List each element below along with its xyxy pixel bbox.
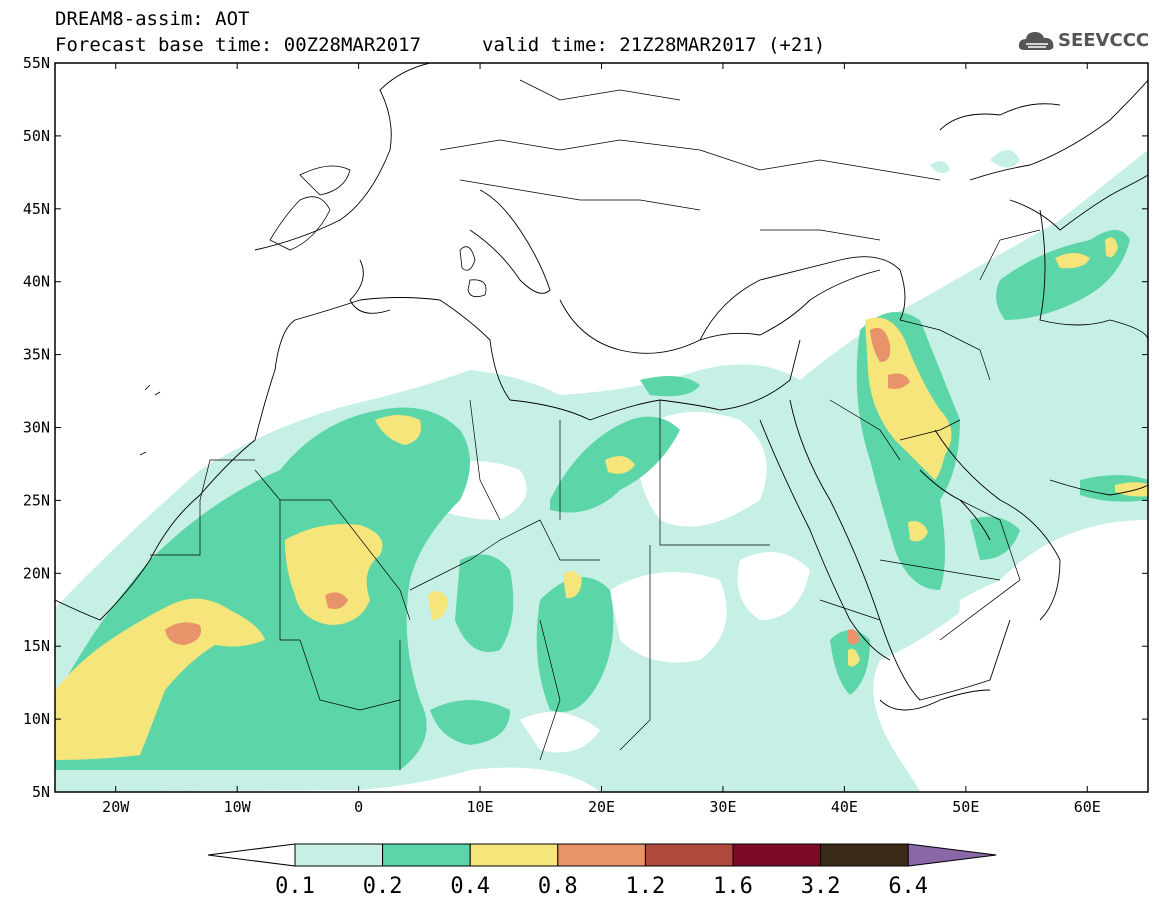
tick-marks: [55, 62, 1148, 793]
lon-tick-label: 0: [354, 798, 363, 816]
colorbar-bin: [820, 843, 909, 867]
lon-tick-label: 30E: [709, 798, 736, 816]
borders: [150, 79, 1041, 770]
colorbar-bin: [644, 843, 734, 867]
lat-tick-label: 40N: [23, 273, 50, 291]
lat-tick-label: 10N: [23, 710, 50, 728]
colorbar-level-label: 0.4: [450, 874, 490, 899]
lon-tick-label: 50E: [952, 798, 979, 816]
lat-tick-label: 30N: [23, 419, 50, 437]
colorbar: 0.1 0.2 0.4 0.8 1.2 1.6 3.2 6.4: [207, 843, 997, 899]
colorbar-bin: [294, 843, 384, 867]
lon-tick-label: 20E: [588, 798, 615, 816]
colorbar-bin: [732, 843, 822, 867]
coastlines: [55, 63, 1148, 711]
aot-level-0.8: [165, 327, 910, 645]
forecast-base-time: Forecast base time: 00Z28MAR2017: [55, 34, 422, 56]
lon-tick-label: 40E: [831, 798, 858, 816]
lat-tick-label: 55N: [23, 54, 50, 72]
lon-tick-label: 20W: [102, 798, 130, 816]
logo-text: SEEVCCC: [1058, 30, 1150, 51]
colorbar-level-label: 1.6: [713, 874, 753, 899]
colorbar-bin: [469, 843, 559, 867]
colorbar-bin: [557, 843, 646, 867]
colorbar-low-arrow: [207, 843, 296, 867]
lat-tick-label: 50N: [23, 127, 50, 145]
aot-field: [55, 63, 1148, 792]
lat-tick-label: 15N: [23, 637, 50, 655]
lat-tick-label: 5N: [32, 783, 50, 801]
lon-tick-label: 10W: [224, 798, 252, 816]
colorbar-level-label: 6.4: [888, 874, 928, 899]
cloud-icon: [1018, 32, 1054, 50]
seevccc-logo: SEEVCCC: [1018, 26, 1153, 56]
lat-axis: 55N 50N 45N 40N 35N 30N 25N 20N 15N 10N 5N: [23, 54, 50, 801]
island-coasts: [139, 165, 487, 456]
colorbar-level-label: 0.1: [275, 874, 315, 899]
lat-tick-label: 45N: [23, 200, 50, 218]
lat-tick-label: 25N: [23, 491, 50, 509]
colorbar-high-arrow: [907, 843, 997, 867]
colorbar-level-label: 0.8: [538, 874, 578, 899]
valid-time: valid time: 21Z28MAR2017 (+21): [482, 34, 826, 56]
lon-tick-label: 60E: [1074, 798, 1101, 816]
lon-axis: 20W 10W 0 10E 20E 30E 40E 50E 60E: [102, 798, 1101, 816]
lat-tick-label: 35N: [23, 346, 50, 364]
colorbar-level-label: 0.2: [363, 874, 403, 899]
lon-tick-label: 10E: [467, 798, 494, 816]
colorbar-level-label: 1.2: [626, 874, 666, 899]
colorbar-bin: [382, 843, 471, 867]
map-title: DREAM8-assim: AOT: [55, 8, 250, 30]
colorbar-level-label: 3.2: [801, 874, 841, 899]
lat-tick-label: 20N: [23, 564, 50, 582]
